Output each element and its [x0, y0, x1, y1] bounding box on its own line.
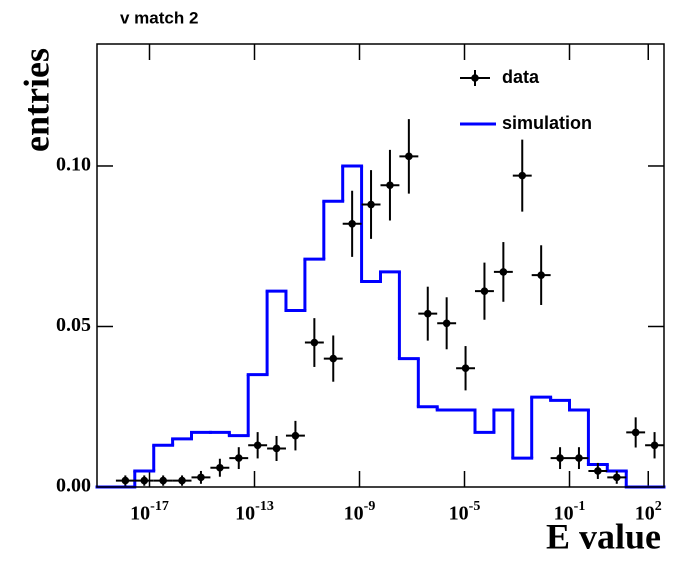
data-point: [234, 454, 243, 462]
data-point: [480, 287, 489, 295]
data-point: [461, 364, 470, 373]
data-point: [310, 338, 319, 347]
plot-frame: [96, 43, 665, 488]
data-point: [367, 200, 375, 209]
y-tick-label: 0.00: [56, 475, 91, 497]
data-point: [291, 431, 300, 440]
data-point: [253, 441, 262, 450]
data-point: [140, 476, 149, 485]
data-point: [159, 476, 167, 485]
data-point: [650, 441, 659, 450]
y-tick-label: 0.05: [56, 314, 91, 336]
data-point: [348, 219, 356, 228]
legend-swatch: [471, 74, 479, 82]
data-point: [537, 271, 545, 279]
y-tick-label: 0.10: [56, 154, 91, 176]
data-point: [499, 268, 508, 276]
data-point: [272, 444, 281, 453]
y-axis-label: entries: [16, 48, 56, 152]
data-point: [216, 463, 224, 472]
legend-label: simulation: [502, 113, 592, 133]
data-point: [442, 319, 451, 328]
data-point: [197, 473, 205, 482]
data-point: [631, 428, 640, 437]
data-point: [575, 454, 583, 462]
data-point: [329, 354, 338, 363]
data-point: [178, 476, 186, 485]
data-point: [121, 476, 130, 485]
data-point: [518, 171, 527, 180]
data-point: [556, 454, 564, 462]
data-point: [594, 467, 602, 475]
data-series: [115, 119, 664, 486]
data-point: [612, 473, 621, 482]
data-point: [423, 309, 432, 318]
data-point: [386, 181, 394, 190]
legend-label: data: [502, 67, 540, 87]
data-point: [405, 152, 413, 161]
chart-title: v match 2: [120, 8, 198, 27]
x-axis-label: E value: [546, 516, 661, 556]
